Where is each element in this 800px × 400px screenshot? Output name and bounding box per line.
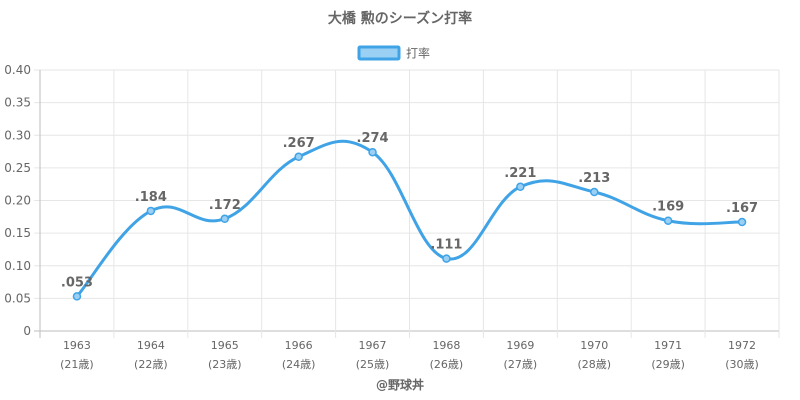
data-label: .213	[578, 171, 610, 186]
x-tick-label: 1971	[654, 339, 682, 352]
data-label: .267	[283, 136, 315, 151]
y-tick-label: 0	[23, 324, 31, 338]
x-tick-label: 1963	[63, 339, 91, 352]
y-tick-label: 0.35	[4, 96, 31, 110]
y-axis: 0 0.05 0.10 0.15 0.20 0.25 0.30 0.35 0.40	[4, 63, 31, 338]
x-tick-sublabel: (24歳)	[282, 358, 316, 371]
y-tick-label: 0.30	[4, 128, 31, 142]
data-label: .167	[726, 201, 758, 216]
data-point	[590, 187, 599, 197]
data-label: .053	[61, 275, 93, 290]
y-tick-label: 0.15	[4, 226, 31, 240]
data-point	[368, 147, 377, 157]
data-point	[220, 214, 229, 224]
legend[interactable]: 打率	[357, 45, 430, 61]
x-tick-label: 1970	[580, 339, 608, 352]
x-tick-label: 1967	[359, 339, 387, 352]
x-tick-sublabel: (29歳)	[651, 358, 685, 371]
data-point	[146, 206, 156, 216]
x-tick-sublabel: (25歳)	[356, 358, 390, 371]
x-tick-sublabel: (22歳)	[134, 358, 168, 371]
data-label: .169	[652, 200, 684, 215]
data-label: .184	[135, 190, 167, 205]
x-tick-label: 1964	[137, 339, 165, 352]
data-label: .111	[430, 238, 462, 253]
y-tick-label: 0.20	[4, 194, 31, 208]
data-point	[516, 182, 525, 192]
data-point	[72, 292, 82, 301]
x-tick-label: 1968	[432, 339, 460, 352]
data-point	[442, 254, 451, 263]
data-label: .274	[357, 131, 389, 146]
x-tick-label: 1972	[728, 339, 756, 352]
data-points	[72, 147, 747, 301]
data-point	[663, 216, 673, 225]
footer-credit: @野球丼	[376, 377, 424, 392]
y-tick-label: 0.25	[4, 161, 31, 175]
data-label: .221	[504, 166, 536, 181]
y-tick-label: 0.05	[4, 291, 31, 305]
y-tick-label: 0.40	[4, 63, 31, 77]
x-tick-label: 1966	[285, 339, 313, 352]
x-tick-sublabel: (30歳)	[725, 358, 759, 371]
chart-title: 大橋 勲のシーズン打率	[328, 10, 472, 27]
data-point	[294, 152, 303, 162]
series-line	[75, 139, 743, 298]
x-tick-sublabel: (28歳)	[577, 358, 611, 371]
data-labels: .053 .184 .172 .267 .274 .111 .221 .213 .169 .167	[61, 131, 758, 290]
x-tick-sublabel: (23歳)	[208, 358, 242, 371]
x-tick-sublabel: (21歳)	[60, 358, 94, 371]
y-tick-label: 0.10	[4, 259, 31, 273]
x-axis: 1963 (21歳) 1964 (22歳) 1965 (23歳) 1966 (24歳) 1967…	[60, 339, 759, 371]
x-tick-label: 1969	[506, 339, 534, 352]
grid	[34, 69, 780, 338]
data-label: .172	[209, 198, 241, 213]
data-point	[737, 217, 747, 227]
x-tick-sublabel: (27歳)	[504, 358, 538, 371]
legend-swatch	[357, 45, 401, 61]
legend-label: 打率	[406, 46, 430, 61]
x-tick-sublabel: (26歳)	[430, 358, 464, 371]
x-tick-label: 1965	[211, 339, 239, 352]
